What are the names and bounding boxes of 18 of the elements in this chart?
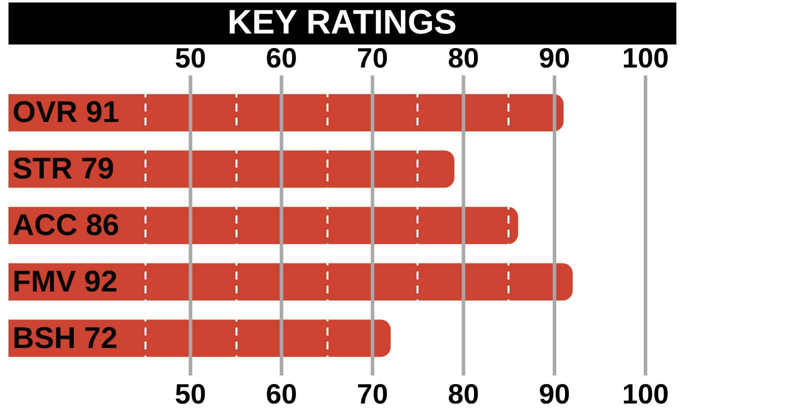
y-tick-label: FMV 92 xyxy=(12,265,118,298)
x2-tick-label: 50 xyxy=(174,378,206,410)
y-tick-label: STR 79 xyxy=(12,152,114,186)
x-tick-label: 60 xyxy=(266,42,298,74)
x-tick-label: 90 xyxy=(538,42,570,74)
x2-tick-label: 70 xyxy=(356,378,388,410)
y-tick-label: ACC 86 xyxy=(12,209,120,242)
y-tick-label: BSH 72 xyxy=(12,322,118,355)
y-tick-label: OVR 91 xyxy=(12,96,120,130)
x2-tick-label: 90 xyxy=(538,378,570,410)
x2-tick-label: 60 xyxy=(266,378,298,410)
x-tick-label: 80 xyxy=(448,42,480,74)
x-tick-label: 50 xyxy=(174,42,206,74)
x2-tick-label: 80 xyxy=(448,378,480,410)
x-tick-label: 100 xyxy=(622,42,669,74)
x2-tick-label: 100 xyxy=(622,378,669,410)
chart-title: KEY RATINGS xyxy=(228,4,457,42)
x-tick-label: 70 xyxy=(356,42,388,74)
